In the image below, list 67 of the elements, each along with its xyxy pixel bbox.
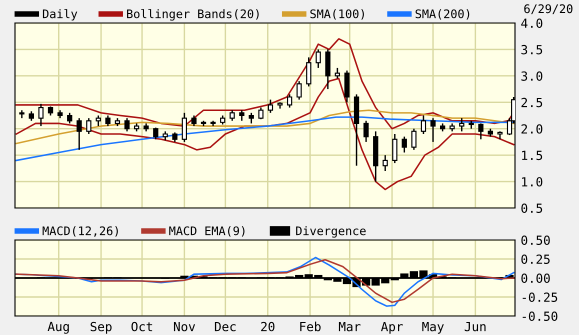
y-tick-label: 4.0 bbox=[521, 18, 542, 28]
candlestick bbox=[334, 67, 340, 80]
candlestick bbox=[325, 48, 330, 90]
x-tick-label: May bbox=[422, 322, 444, 334]
y-tick-label: 2.0 bbox=[521, 124, 542, 134]
candlestick bbox=[38, 103, 44, 127]
y-tick-label: 0.25 bbox=[521, 254, 550, 264]
y-tick-label: 0.5 bbox=[521, 204, 542, 213]
legend-label: SMA(100) bbox=[310, 9, 364, 20]
x-tick-label: Sep bbox=[90, 322, 112, 334]
legend-label: Bollinger Bands(20) bbox=[127, 9, 259, 21]
x-tick-label: Nov bbox=[174, 322, 196, 332]
candlestick bbox=[296, 80, 302, 100]
candlestick bbox=[306, 56, 312, 88]
candlestick bbox=[392, 133, 398, 164]
candlestick bbox=[248, 112, 254, 124]
candlestick bbox=[67, 112, 72, 124]
x-tick-label: Feb bbox=[300, 322, 321, 332]
candlestick bbox=[86, 117, 92, 135]
candlestick bbox=[96, 114, 101, 127]
x-tick-label: 20 bbox=[261, 322, 274, 332]
legend-label: Divergence bbox=[296, 226, 366, 238]
candlestick bbox=[430, 117, 436, 143]
candlestick bbox=[258, 106, 264, 120]
x-tick-label: Jun bbox=[464, 322, 486, 332]
candlestick bbox=[459, 117, 464, 132]
x-tick-label: Apr bbox=[380, 322, 403, 334]
y-tick-label: 3.0 bbox=[521, 71, 542, 81]
x-tick-label: Dec bbox=[214, 322, 236, 332]
candlestick bbox=[28, 110, 34, 122]
legend-label: SMA(200) bbox=[416, 9, 470, 20]
candlestick bbox=[124, 117, 130, 132]
candlestick bbox=[230, 110, 235, 122]
x-tick-label: Oct bbox=[131, 322, 152, 332]
y-tick-label: -0.25 bbox=[522, 292, 558, 302]
candlestick bbox=[153, 126, 158, 140]
y-tick-label: 0.00 bbox=[521, 274, 550, 283]
y-tick-label: 1.5 bbox=[522, 150, 542, 160]
candlestick bbox=[316, 48, 321, 69]
candlestick bbox=[268, 98, 274, 114]
candlestick bbox=[420, 114, 426, 135]
candlestick bbox=[402, 136, 407, 154]
candlestick bbox=[478, 122, 484, 140]
candlestick bbox=[344, 70, 350, 103]
legend-label: MACD EMA(9) bbox=[169, 226, 244, 237]
candlestick bbox=[105, 114, 110, 127]
candlestick bbox=[76, 117, 82, 151]
y-tick-label: 2.5 bbox=[521, 98, 542, 108]
y-tick-label: -0.50 bbox=[522, 312, 558, 321]
candlestick bbox=[363, 120, 369, 143]
y-tick-label: 0.50 bbox=[521, 236, 550, 245]
x-tick-label: Aug bbox=[48, 322, 69, 334]
y-tick-label: 3.5 bbox=[521, 44, 542, 54]
candlestick bbox=[411, 128, 417, 151]
candlestick bbox=[239, 110, 244, 122]
text: 6/29/20 bbox=[524, 4, 572, 14]
line-series bbox=[16, 109, 514, 144]
legend-label: MACD(12,26) bbox=[42, 226, 118, 237]
line-series bbox=[16, 78, 514, 190]
candlestick bbox=[286, 94, 292, 108]
candlestick bbox=[182, 112, 188, 143]
candlestick bbox=[191, 114, 197, 127]
legend-label: Daily bbox=[42, 9, 78, 21]
y-tick-label: 1.0 bbox=[522, 177, 542, 187]
candlestick bbox=[172, 132, 178, 143]
x-tick-label: Mar bbox=[338, 322, 361, 332]
candlestick bbox=[382, 154, 388, 172]
